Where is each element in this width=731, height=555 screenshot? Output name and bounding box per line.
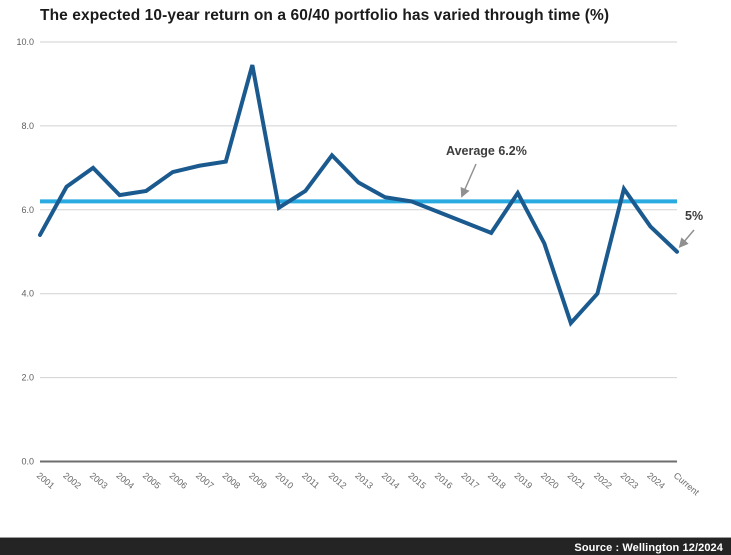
y-tick-label: 6.0 (21, 205, 34, 215)
x-tick-label: 2009 (247, 470, 269, 491)
x-tick-label: 2006 (167, 470, 189, 491)
x-tick-label: 2008 (221, 470, 243, 491)
x-tick-label: 2012 (327, 470, 349, 491)
y-tick-label: 0.0 (21, 457, 34, 467)
x-tick-label: 2013 (353, 470, 375, 491)
y-tick-label: 8.0 (21, 121, 34, 131)
x-tick-label: 2010 (274, 470, 296, 491)
x-tick-label: 2019 (512, 470, 534, 491)
x-tick-label: 2017 (459, 470, 481, 491)
x-tick-label: 2020 (539, 470, 561, 491)
x-tick-label: 2001 (35, 470, 57, 491)
x-tick-label: 2016 (433, 470, 455, 491)
x-tick-label: Current (672, 470, 702, 497)
current-annotation-arrow (678, 229, 695, 248)
x-tick-label: 2022 (592, 470, 614, 491)
x-tick-label: 2014 (380, 470, 402, 491)
x-tick-label: 2004 (114, 470, 136, 491)
average-annotation-arrow (460, 163, 477, 198)
average-annotation-label: Average 6.2% (446, 144, 527, 158)
x-tick-label: 2011 (300, 470, 321, 490)
x-tick-label: 2005 (141, 470, 163, 491)
x-tick-label: 2021 (566, 470, 588, 491)
chart-title: The expected 10-year return on a 60/40 p… (40, 7, 610, 24)
x-tick-label: 2002 (61, 470, 83, 491)
portfolio-return-line (38, 64, 679, 327)
x-tick-label: 2015 (406, 470, 428, 491)
x-tick-label: 2024 (645, 470, 667, 491)
current-value-label: 5% (685, 209, 704, 223)
source-text: Source : Wellington 12/2024 (574, 542, 723, 554)
y-tick-label: 10.0 (16, 37, 34, 47)
source-footer: Source : Wellington 12/2024 (0, 537, 731, 555)
y-tick-label: 4.0 (21, 289, 34, 299)
x-tick-label: 2018 (486, 470, 508, 491)
x-tick-label: 2007 (194, 470, 216, 491)
y-tick-label: 2.0 (21, 373, 34, 383)
x-tick-label: 2003 (88, 470, 110, 491)
x-tick-label: 2023 (619, 470, 641, 491)
